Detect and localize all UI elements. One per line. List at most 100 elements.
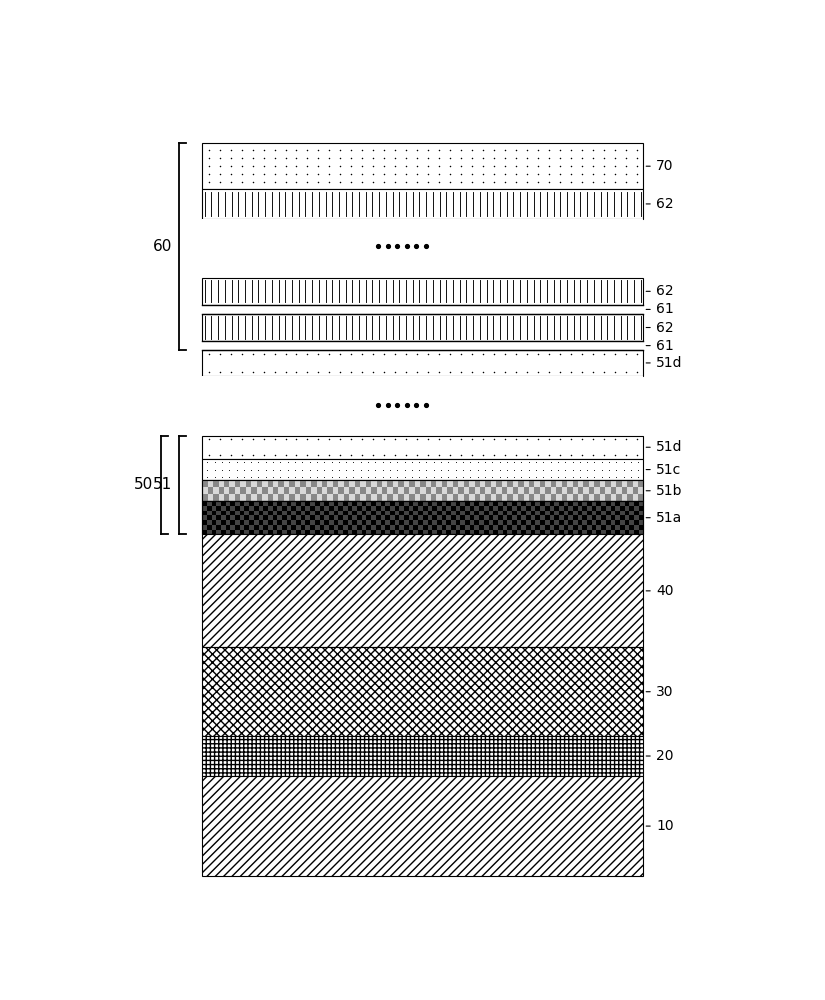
Bar — [322, 494, 328, 501]
Bar — [427, 511, 432, 515]
Bar — [437, 530, 441, 534]
Bar — [202, 647, 644, 736]
Bar — [625, 511, 629, 515]
Bar — [413, 506, 418, 511]
Bar — [554, 525, 559, 530]
Bar — [240, 530, 244, 534]
Bar — [441, 515, 446, 520]
Bar — [343, 501, 347, 506]
Bar — [568, 520, 573, 525]
Bar — [526, 506, 530, 511]
Bar — [254, 506, 258, 511]
Bar — [420, 480, 426, 487]
Bar — [352, 501, 357, 506]
Bar — [287, 530, 291, 534]
Bar — [493, 501, 498, 506]
Bar — [507, 525, 512, 530]
Bar — [315, 530, 319, 534]
Bar — [521, 520, 526, 525]
Bar — [446, 530, 451, 534]
Bar — [441, 525, 446, 530]
Bar — [355, 480, 361, 487]
Bar — [208, 487, 213, 494]
Bar — [272, 506, 277, 511]
Bar — [469, 515, 474, 520]
Bar — [596, 530, 601, 534]
Bar — [573, 515, 578, 520]
Bar — [365, 494, 371, 501]
Bar — [362, 511, 366, 515]
Bar — [306, 487, 311, 494]
Bar — [483, 511, 488, 515]
Bar — [606, 480, 610, 487]
Text: 70: 70 — [656, 159, 674, 173]
Bar — [474, 530, 479, 534]
Bar — [333, 530, 338, 534]
Bar — [625, 530, 629, 534]
Bar — [235, 494, 240, 501]
Bar — [305, 501, 310, 506]
Bar — [507, 506, 512, 511]
Bar — [451, 506, 455, 511]
Bar — [296, 511, 301, 515]
Bar — [258, 501, 263, 506]
Bar — [226, 506, 230, 511]
Bar — [284, 487, 290, 494]
Bar — [272, 525, 277, 530]
Bar — [333, 511, 338, 515]
Bar — [216, 515, 221, 520]
Bar — [385, 525, 390, 530]
Bar — [258, 511, 263, 515]
Bar — [469, 506, 474, 511]
Bar — [202, 219, 644, 278]
Bar — [235, 525, 240, 530]
Bar — [554, 515, 559, 520]
Bar — [409, 480, 415, 487]
Bar — [639, 506, 644, 511]
Bar — [516, 525, 521, 530]
Bar — [362, 520, 366, 525]
Bar — [616, 480, 621, 487]
Bar — [493, 520, 498, 525]
Bar — [491, 487, 497, 494]
Bar — [366, 515, 371, 520]
Bar — [319, 515, 324, 520]
Bar — [465, 511, 469, 515]
Bar — [399, 511, 404, 515]
Text: 51b: 51b — [656, 484, 682, 498]
Bar — [451, 515, 455, 520]
Bar — [596, 501, 601, 506]
Bar — [493, 511, 498, 515]
Text: 61: 61 — [656, 339, 674, 353]
Bar — [290, 494, 295, 501]
Bar — [277, 501, 282, 506]
Bar — [347, 525, 352, 530]
Bar — [216, 506, 221, 511]
Bar — [431, 480, 436, 487]
Bar — [483, 501, 488, 506]
Bar — [518, 480, 524, 487]
Bar — [263, 515, 268, 520]
Bar — [562, 494, 567, 501]
Bar — [333, 480, 338, 487]
Bar — [535, 506, 540, 511]
Bar — [301, 515, 305, 520]
Bar — [583, 494, 589, 501]
Bar — [512, 501, 516, 506]
Bar — [310, 525, 315, 530]
Bar — [502, 520, 507, 525]
Bar — [606, 530, 610, 534]
Bar — [418, 520, 422, 525]
Bar — [296, 520, 301, 525]
Bar — [616, 494, 621, 501]
Bar — [202, 501, 207, 506]
Bar — [442, 494, 447, 501]
Bar — [296, 501, 301, 506]
Bar — [376, 480, 382, 487]
Bar — [319, 525, 324, 530]
Bar — [235, 506, 240, 511]
Bar — [418, 511, 422, 515]
Bar — [202, 341, 644, 350]
Bar — [639, 525, 644, 530]
Bar — [455, 530, 460, 534]
